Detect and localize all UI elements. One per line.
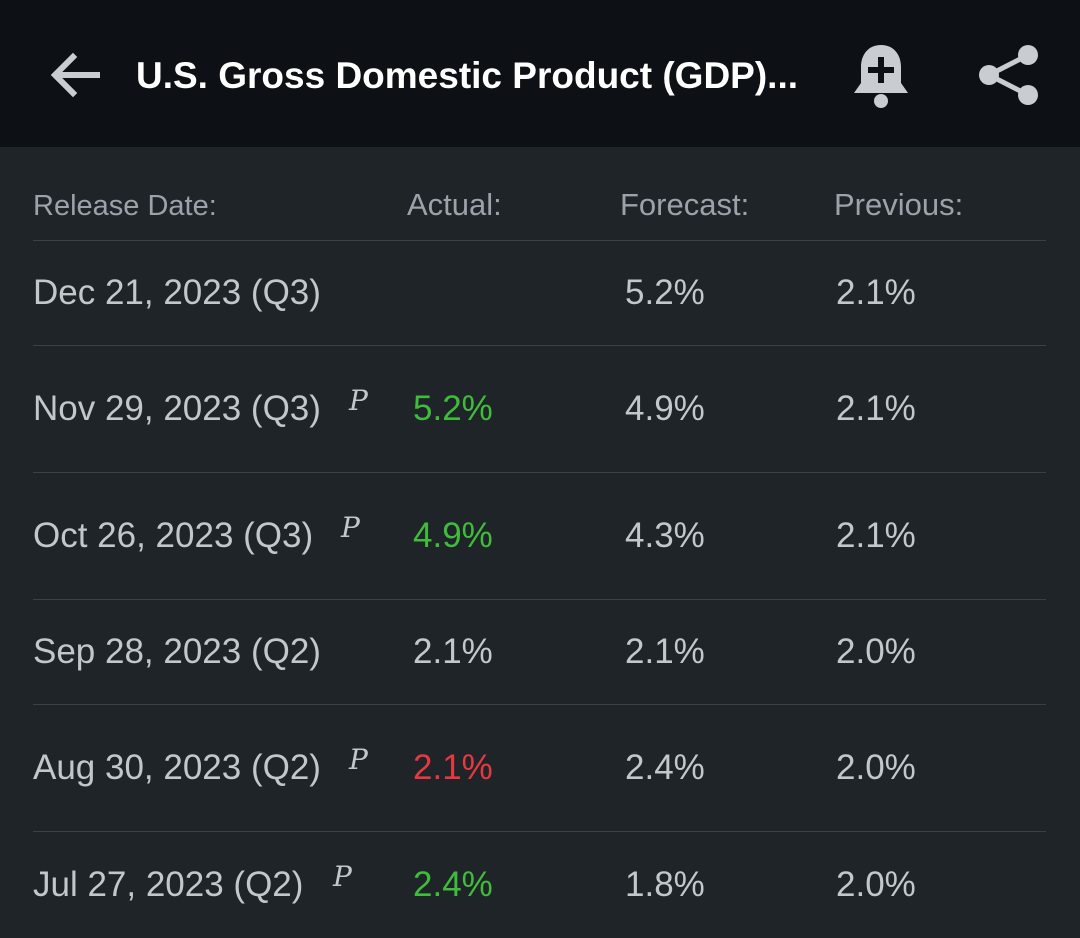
- column-header-forecast: Forecast:: [620, 187, 750, 222]
- release-date-cell: Sep 28, 2023 (Q2): [33, 632, 321, 671]
- preliminary-marker: P: [349, 743, 368, 776]
- actual-value-cell: 2.1%: [413, 632, 493, 671]
- economic-calendar-table: Release Date: Actual: Forecast: Previous…: [33, 147, 1046, 938]
- actual-value-cell: 4.9%: [413, 516, 493, 555]
- top-bar: U.S. Gross Domestic Product (GDP)...: [0, 0, 1080, 147]
- preliminary-marker: P: [333, 860, 352, 893]
- back-arrow-icon: [50, 52, 100, 98]
- column-header-previous: Previous:: [834, 187, 964, 222]
- actual-value-cell: 2.1%: [413, 748, 493, 787]
- actual-value-cell: 2.4%: [413, 865, 493, 904]
- back-button[interactable]: [36, 36, 114, 114]
- table-row[interactable]: Jul 27, 2023 (Q2) P 2.4% 1.8% 2.0%: [33, 832, 1046, 938]
- forecast-value-cell: 4.9%: [625, 389, 705, 428]
- table-row[interactable]: Dec 21, 2023 (Q3) 5.2% 2.1%: [33, 240, 1046, 346]
- forecast-value-cell: 2.4%: [625, 748, 705, 787]
- previous-value-cell: 2.0%: [836, 748, 916, 787]
- previous-value-cell: 2.0%: [836, 865, 916, 904]
- preliminary-marker: P: [341, 511, 360, 544]
- release-date-cell: Oct 26, 2023 (Q3): [33, 516, 314, 555]
- table-row[interactable]: Aug 30, 2023 (Q2) P 2.1% 2.4% 2.0%: [33, 705, 1046, 832]
- previous-value-cell: 2.0%: [836, 632, 916, 671]
- previous-value-cell: 2.1%: [836, 273, 916, 312]
- share-icon: [979, 45, 1038, 105]
- release-date-cell: Jul 27, 2023 (Q2): [33, 865, 304, 904]
- table-row[interactable]: Sep 28, 2023 (Q2) 2.1% 2.1% 2.0%: [33, 600, 1046, 705]
- release-date-cell: Dec 21, 2023 (Q3): [33, 273, 321, 312]
- actual-value-cell: 5.2%: [413, 389, 493, 428]
- preliminary-marker: P: [349, 384, 368, 417]
- share-button[interactable]: [966, 32, 1052, 118]
- release-date-cell: Aug 30, 2023 (Q2): [33, 748, 321, 787]
- table-row[interactable]: Oct 26, 2023 (Q3) P 4.9% 4.3% 2.1%: [33, 473, 1046, 600]
- forecast-value-cell: 2.1%: [625, 632, 705, 671]
- release-date-cell: Nov 29, 2023 (Q3): [33, 389, 321, 428]
- forecast-value-cell: 1.8%: [625, 865, 705, 904]
- column-header-actual: Actual:: [407, 187, 502, 222]
- previous-value-cell: 2.1%: [836, 516, 916, 555]
- previous-value-cell: 2.1%: [836, 389, 916, 428]
- forecast-value-cell: 5.2%: [625, 273, 705, 312]
- table-row[interactable]: Nov 29, 2023 (Q3) P 5.2% 4.9% 2.1%: [33, 346, 1046, 473]
- column-header-release-date: Release Date:: [33, 190, 217, 222]
- page-title: U.S. Gross Domestic Product (GDP)...: [136, 55, 799, 96]
- table-header: Release Date: Actual: Forecast: Previous…: [33, 147, 1046, 241]
- forecast-value-cell: 4.3%: [625, 516, 705, 555]
- bell-plus-icon: [854, 45, 908, 108]
- add-alert-button[interactable]: [838, 32, 924, 118]
